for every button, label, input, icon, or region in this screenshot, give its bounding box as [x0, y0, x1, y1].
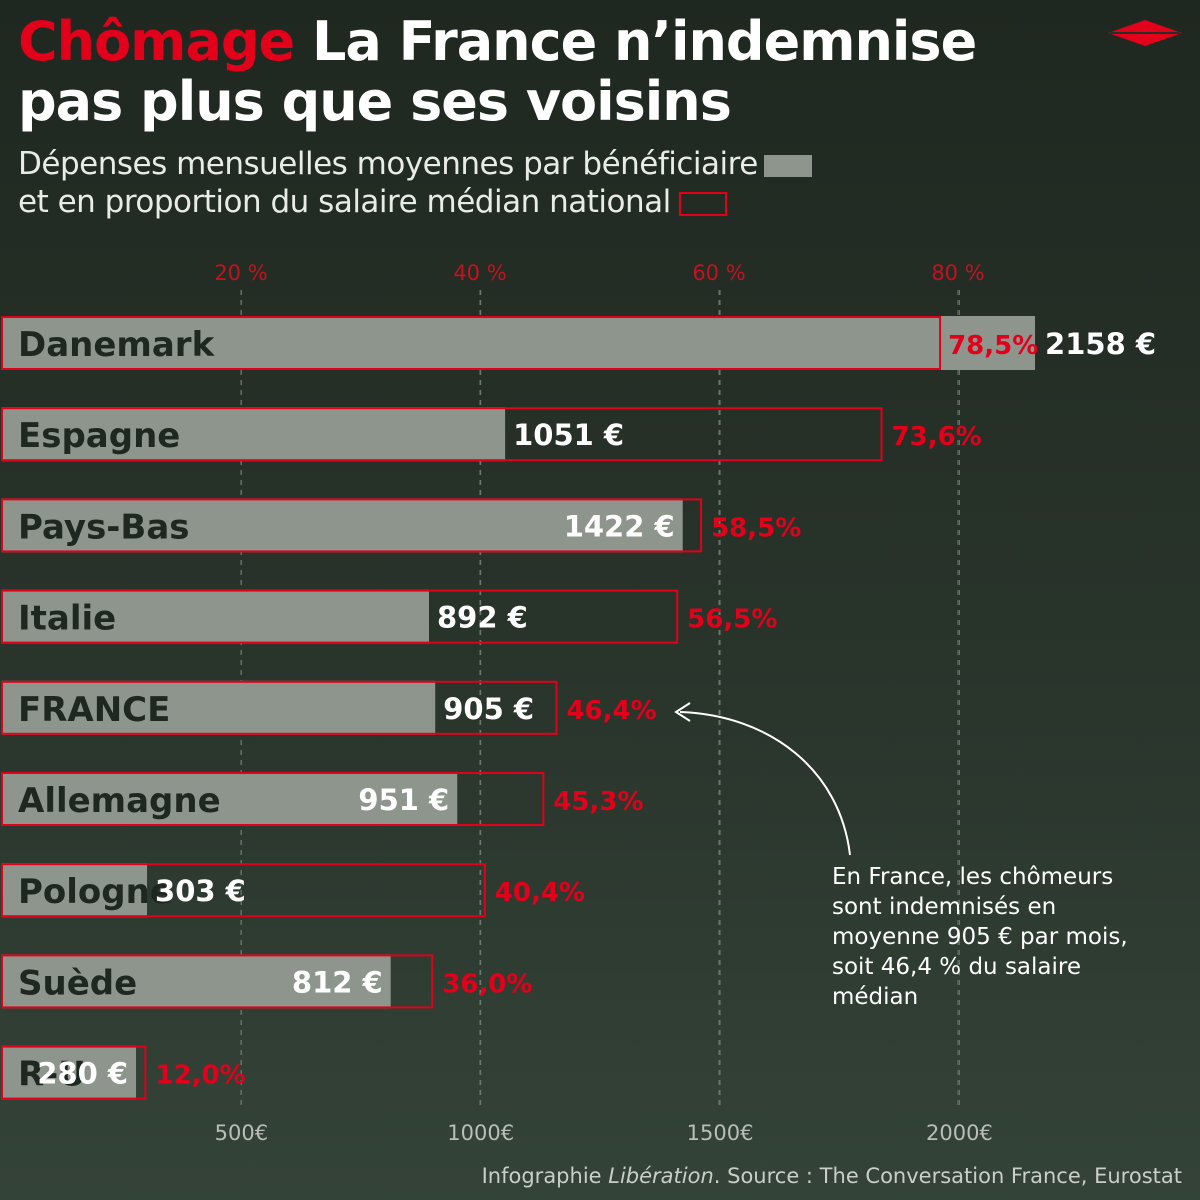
annotation-arrowhead	[674, 702, 691, 722]
share-label: 78,5%	[948, 331, 1038, 361]
share-label: 45,3%	[553, 787, 643, 817]
bar-share	[1, 589, 679, 644]
bar-amount	[2, 498, 683, 553]
liberation-logo-icon	[1108, 20, 1182, 46]
country-label: Allemagne	[18, 781, 221, 821]
bar-share	[1, 954, 434, 1009]
amount-label: 905 €	[443, 692, 534, 726]
share-label: 36,0%	[442, 969, 532, 999]
legend-swatch-share	[678, 191, 727, 216]
bottom-tick-label: 1500€	[687, 1121, 754, 1145]
top-tick-label: 80 %	[931, 261, 984, 285]
bar-amount	[2, 772, 458, 826]
subtitle-line-2: et en proportion du salaire médian natio…	[18, 184, 671, 220]
bar-share	[1, 680, 558, 735]
credit-brand: Libération	[608, 1164, 714, 1188]
bar-share	[1, 1045, 147, 1100]
bar-amount	[2, 1045, 137, 1100]
bar-amount	[2, 680, 436, 735]
top-tick-label: 60 %	[692, 261, 745, 285]
source-credit: Infographie Libération. Source : The Con…	[482, 1164, 1182, 1188]
country-label: Italie	[18, 599, 116, 639]
amount-label: 1051 €	[513, 418, 624, 452]
bar-amount	[2, 316, 1036, 370]
chart-subtitle: Dépenses mensuelles moyennes par bénéfic…	[18, 145, 918, 221]
subtitle-line-1: Dépenses mensuelles moyennes par bénéfic…	[18, 146, 758, 182]
top-tick-label: 40 %	[453, 261, 506, 285]
amount-label: 892 €	[437, 601, 528, 635]
bottom-tick-label: 2000€	[926, 1121, 993, 1145]
amount-label: 951 €	[358, 783, 449, 817]
bottom-tick-label: 1000€	[447, 1121, 514, 1145]
share-label: 40,4%	[495, 878, 585, 908]
amount-label: 303 €	[155, 874, 246, 908]
credit-prefix: Infographie	[481, 1164, 609, 1188]
legend-share: et en proportion du salaire médian natio…	[18, 183, 918, 221]
credit-source: . Source : The Conversation France, Euro…	[713, 1164, 1182, 1188]
amount-label: 1422 €	[564, 509, 675, 543]
share-label: 12,0%	[155, 1061, 245, 1091]
annotation-arrow	[679, 711, 851, 856]
bar-share	[1, 772, 545, 826]
amount-label: 280 €	[37, 1057, 128, 1091]
bar-share	[1, 316, 942, 370]
title-kicker: Chômage	[18, 10, 295, 73]
share-label: 56,5%	[687, 605, 777, 635]
bar-share	[1, 498, 703, 553]
top-tick-label: 20 %	[214, 261, 267, 285]
country-label: Espagne	[18, 416, 180, 456]
bar-share	[1, 407, 883, 462]
france-annotation: En France, les chômeurs sont indemnisés …	[832, 864, 1128, 1010]
country-label: Pays-Bas	[18, 507, 190, 547]
amount-label: 2158 €	[1045, 327, 1156, 361]
country-label: Danemark	[18, 325, 216, 365]
bottom-tick-label: 500€	[215, 1121, 268, 1145]
bar-amount	[2, 589, 430, 644]
bar-amount	[2, 954, 391, 1009]
legend-amount: Dépenses mensuelles moyennes par bénéfic…	[18, 145, 918, 183]
title-text: La France n’indemnise pas plus que ses v…	[18, 10, 977, 133]
bar-share	[1, 863, 486, 918]
share-label: 58,5%	[711, 513, 801, 543]
country-label: R-U	[18, 1055, 86, 1095]
chart-title: Chômage La France n’indemnise pas plus q…	[18, 12, 1098, 132]
bar-amount	[2, 863, 148, 918]
amount-label: 812 €	[292, 965, 383, 999]
share-label: 46,4%	[566, 696, 656, 726]
share-label: 73,6%	[892, 422, 982, 452]
country-label: Suède	[18, 963, 137, 1003]
country-label: FRANCE	[18, 690, 170, 730]
legend-swatch-amount	[763, 154, 812, 177]
bar-amount	[2, 407, 506, 462]
country-label: Pologne	[18, 872, 173, 912]
